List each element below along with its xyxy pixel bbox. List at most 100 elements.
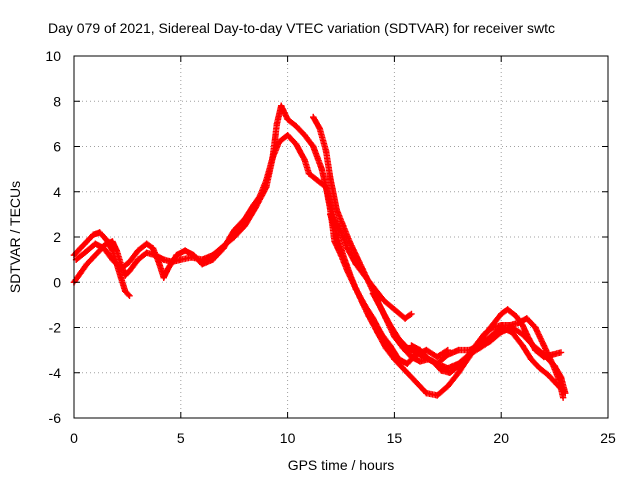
data-point <box>523 315 531 322</box>
data-point <box>433 360 441 367</box>
data-point <box>263 177 270 184</box>
data-point <box>143 240 150 247</box>
data-point <box>156 260 163 268</box>
data-point <box>275 138 283 146</box>
data-point <box>149 245 157 252</box>
data-point <box>77 270 84 277</box>
data-point <box>292 141 300 148</box>
data-point <box>395 335 402 343</box>
y-tick-label: 10 <box>45 48 61 64</box>
data-point <box>83 260 91 268</box>
data-point <box>310 113 317 121</box>
data-point <box>408 342 415 349</box>
data-point <box>446 369 454 376</box>
data-point <box>559 387 567 395</box>
data-point <box>322 184 330 191</box>
data-point <box>412 378 419 385</box>
data-point <box>369 290 377 297</box>
data-point <box>81 249 88 257</box>
data-point <box>346 270 353 277</box>
data-point <box>327 174 334 182</box>
y-axis-label: SDTVAR / TECUs <box>7 181 23 293</box>
data-point <box>250 202 257 209</box>
data-point <box>455 346 462 354</box>
data-point <box>386 322 394 329</box>
data-point <box>532 346 539 354</box>
x-tick-label: 0 <box>70 430 78 446</box>
data-point <box>404 360 411 367</box>
data-point <box>277 102 285 109</box>
data-point <box>301 156 308 164</box>
data-point <box>416 346 424 354</box>
data-point <box>173 251 180 259</box>
data-point <box>352 285 360 293</box>
x-tick-label: 10 <box>280 430 296 446</box>
data-point <box>359 265 366 272</box>
data-point <box>433 392 441 399</box>
x-axis-label: GPS time / hours <box>288 457 395 473</box>
data-point <box>305 170 313 177</box>
data-point <box>444 383 451 390</box>
data-point <box>241 215 249 223</box>
data-point <box>506 322 513 329</box>
data-point <box>476 342 484 349</box>
data-point <box>515 319 522 327</box>
data-point <box>438 367 445 374</box>
data-point <box>241 222 249 229</box>
data-point <box>292 122 300 130</box>
data-point <box>96 229 103 236</box>
y-tick-label: 2 <box>53 229 61 245</box>
y-tick-label: 4 <box>53 184 61 200</box>
grid-lines <box>74 56 608 418</box>
data-point <box>310 143 317 150</box>
data-point <box>109 256 116 263</box>
data-point <box>416 358 424 365</box>
data-point <box>339 251 347 259</box>
x-tick-label: 15 <box>387 430 403 446</box>
data-point <box>463 353 471 361</box>
data-point <box>83 238 91 245</box>
data-point <box>198 260 206 268</box>
series-trace-6 <box>408 324 567 395</box>
data-point <box>220 245 227 252</box>
y-tick-label: -4 <box>49 365 62 381</box>
series-trace-5 <box>369 290 567 401</box>
data-point <box>327 211 334 218</box>
data-point <box>487 333 494 340</box>
data-point <box>359 299 366 306</box>
chart-title: Day 079 of 2021, Sidereal Day-to-day VTE… <box>48 20 555 36</box>
data-point <box>489 324 496 331</box>
data-point <box>433 353 441 361</box>
data-point <box>465 346 473 354</box>
data-point <box>480 331 488 338</box>
data-point <box>549 360 556 367</box>
data-point <box>455 362 462 370</box>
data-point <box>113 247 120 254</box>
data-point <box>374 328 381 336</box>
data-point <box>444 351 451 358</box>
data-series <box>70 102 569 401</box>
data-point <box>92 240 99 247</box>
data-point <box>391 306 398 313</box>
data-point <box>284 116 291 123</box>
y-tick-label: 0 <box>53 274 61 290</box>
y-tick-label: -6 <box>49 410 62 426</box>
data-point <box>455 369 462 376</box>
data-point <box>408 353 415 361</box>
data-point <box>352 251 360 259</box>
data-point <box>386 342 394 349</box>
data-point <box>102 240 110 247</box>
data-point <box>553 380 560 388</box>
data-point <box>284 131 291 139</box>
data-point <box>126 267 133 275</box>
data-point <box>122 272 129 279</box>
data-point <box>322 147 330 155</box>
data-point <box>525 335 533 343</box>
data-point <box>134 256 142 263</box>
data-point <box>314 177 321 184</box>
data-point <box>90 231 97 238</box>
data-point <box>209 256 217 263</box>
data-point <box>498 324 505 331</box>
